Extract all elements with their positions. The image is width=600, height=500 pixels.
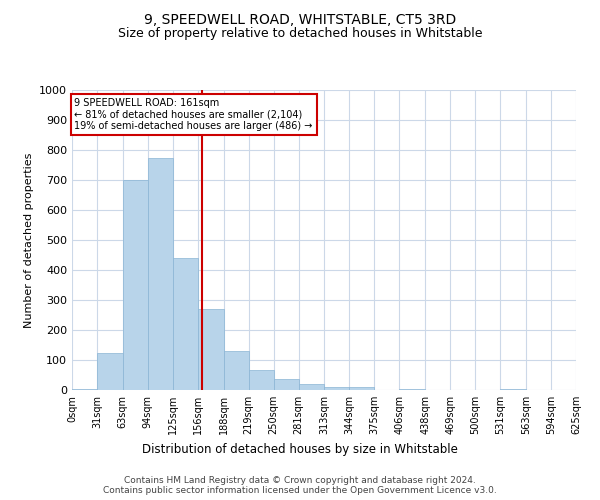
Bar xyxy=(500,388,526,390)
Bar xyxy=(123,180,148,390)
Bar xyxy=(198,309,224,390)
Text: Size of property relative to detached houses in Whitstable: Size of property relative to detached ho… xyxy=(118,28,482,40)
Text: Distribution of detached houses by size in Whitstable: Distribution of detached houses by size … xyxy=(142,442,458,456)
Bar xyxy=(299,384,325,390)
Bar xyxy=(274,379,299,390)
Bar xyxy=(148,158,173,390)
Bar xyxy=(248,370,274,390)
Text: Contains HM Land Registry data © Crown copyright and database right 2024.
Contai: Contains HM Land Registry data © Crown c… xyxy=(103,476,497,495)
Y-axis label: Number of detached properties: Number of detached properties xyxy=(23,152,34,328)
Bar xyxy=(173,258,198,390)
Bar xyxy=(349,387,374,390)
Bar xyxy=(224,351,248,390)
Text: 9 SPEEDWELL ROAD: 161sqm
← 81% of detached houses are smaller (2,104)
19% of sem: 9 SPEEDWELL ROAD: 161sqm ← 81% of detach… xyxy=(74,98,313,130)
Text: 9, SPEEDWELL ROAD, WHITSTABLE, CT5 3RD: 9, SPEEDWELL ROAD, WHITSTABLE, CT5 3RD xyxy=(144,12,456,26)
Bar xyxy=(97,352,123,390)
Bar xyxy=(72,388,97,390)
Bar xyxy=(400,388,425,390)
Bar xyxy=(325,387,349,390)
